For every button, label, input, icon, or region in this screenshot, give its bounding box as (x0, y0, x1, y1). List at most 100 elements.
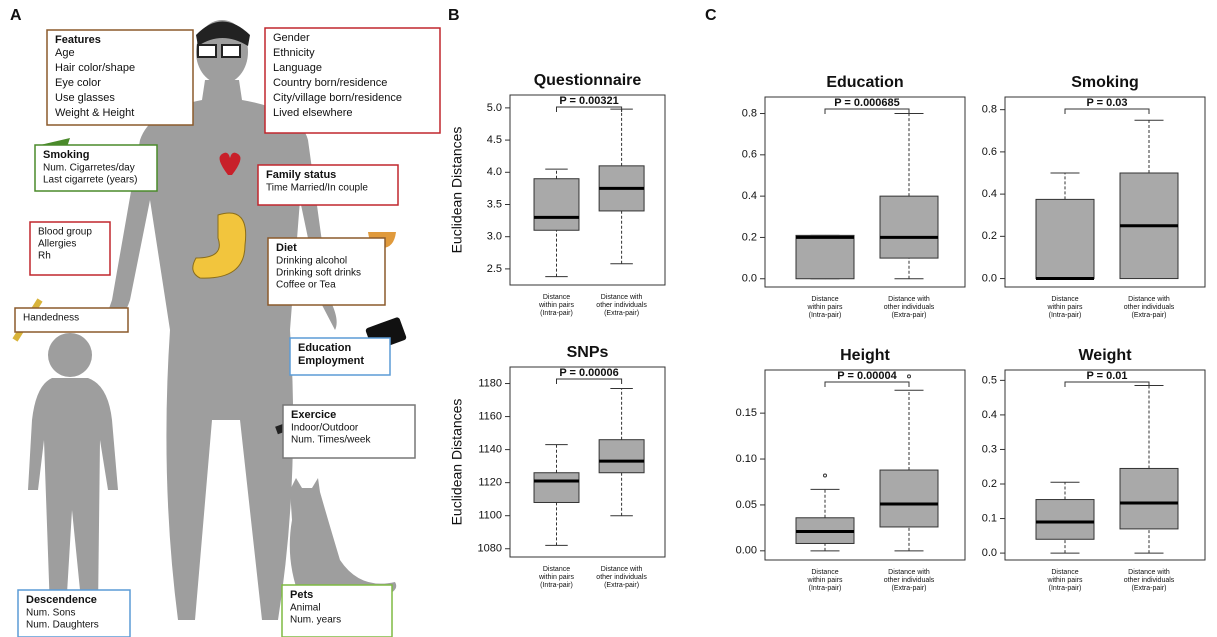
x-tick-label: Distance (543, 566, 570, 573)
info-box-line: Weight & Height (55, 107, 134, 119)
p-value: P = 0.000685 (834, 97, 900, 109)
x-tick-label: within pairs (1046, 304, 1083, 311)
chart-title: Height (840, 347, 890, 364)
x-tick-label: (Intra-pair) (1049, 312, 1082, 319)
x-tick-label: Distance (1051, 296, 1078, 303)
x-tick-label: Distance (811, 296, 838, 303)
info-box-line: Time Married/In couple (266, 183, 368, 194)
x-tick-label: other individuals (884, 577, 935, 584)
info-box (282, 404, 416, 459)
glasses (221, 44, 241, 58)
x-tick-label: other individuals (1124, 577, 1175, 584)
x-tick-label: Distance (811, 569, 838, 576)
x-tick-label: Distance with (888, 296, 930, 303)
info-box-title: Diet (276, 242, 297, 254)
info-box (257, 164, 399, 206)
p-bracket (824, 108, 910, 114)
info-box-line: Drinking alcohol (276, 256, 347, 267)
info-box-line: Age (55, 47, 75, 59)
x-tick-label: within pairs (806, 577, 843, 584)
x-tick-label: (Intra-pair) (540, 310, 573, 317)
info-box-line: Coffee or Tea (276, 280, 336, 291)
box (879, 195, 939, 259)
panel-letter: C (705, 7, 717, 24)
y-tick-label: 3.0 (487, 231, 502, 243)
info-box (17, 589, 131, 637)
y-tick-label: 0.15 (736, 407, 757, 419)
info-box (46, 29, 194, 126)
y-tick-label: 3.5 (487, 198, 502, 210)
info-box-line: Rh (38, 251, 51, 262)
info-box-title: Exercice (291, 409, 336, 421)
p-value: P = 0.03 (1086, 97, 1127, 109)
info-box-title: Descendence (26, 594, 97, 606)
y-tick-label: 0.2 (982, 478, 997, 490)
y-tick-label: 0.2 (982, 230, 997, 242)
y-tick-label: 1100 (478, 510, 502, 522)
x-tick-label: Distance (543, 294, 570, 301)
y-tick-label: 1080 (478, 543, 502, 555)
y-tick-label: 0.8 (742, 107, 757, 119)
x-tick-label: (Intra-pair) (809, 585, 842, 592)
x-tick-label: (Extra-pair) (604, 582, 639, 589)
x-tick-label: within pairs (538, 574, 575, 581)
y-tick-label: 0.0 (982, 272, 997, 284)
info-box-line: Allergies (38, 239, 76, 250)
info-box-title: Features (55, 34, 101, 46)
box (879, 469, 939, 528)
y-tick-label: 0.2 (742, 231, 757, 243)
x-tick-label: (Extra-pair) (891, 585, 926, 592)
chart-title: Weight (1078, 347, 1132, 364)
silhouettes (28, 20, 397, 620)
x-tick-label: within pairs (1046, 577, 1083, 584)
outlier (823, 473, 827, 478)
x-tick-label: (Intra-pair) (809, 312, 842, 319)
stomach (192, 212, 247, 279)
p-bracket (824, 381, 910, 387)
box (1035, 499, 1095, 540)
info-box-title: Education (298, 342, 351, 354)
box (533, 178, 580, 231)
info-box-line: Drinking soft drinks (276, 268, 361, 279)
info-box (264, 27, 441, 134)
x-tick-label: (Intra-pair) (1049, 585, 1082, 592)
info-box-line: Num. Sons (26, 608, 75, 619)
y-tick-label: 5.0 (487, 102, 502, 114)
info-box-line: Country born/residence (273, 77, 387, 89)
y-tick-label: 0.0 (742, 273, 757, 285)
plot-frame (1004, 96, 1206, 288)
x-tick-label: Distance with (1128, 569, 1170, 576)
y-tick-label: 4.5 (487, 134, 502, 146)
info-box-line: Eye color (55, 77, 101, 89)
y-tick-label: 0.4 (742, 190, 757, 202)
x-tick-label: Distance with (601, 566, 643, 573)
info-box-line: Ethnicity (273, 47, 315, 59)
y-tick-label: 0.5 (982, 374, 997, 386)
x-tick-label: other individuals (1124, 304, 1175, 311)
y-axis-label: Euclidean Distances (449, 399, 465, 526)
outlier (907, 374, 911, 379)
y-tick-label: 0.00 (736, 545, 757, 557)
info-box-title: Family status (266, 169, 336, 181)
x-tick-label: Distance with (888, 569, 930, 576)
x-tick-label: (Intra-pair) (540, 582, 573, 589)
info-box-line: Hair color/shape (55, 62, 135, 74)
p-value: P = 0.01 (1086, 370, 1127, 382)
info-box-line: Gender (273, 32, 310, 44)
info-box-title: Smoking (43, 149, 89, 161)
p-value: P = 0.00321 (559, 95, 618, 107)
x-tick-label: Distance (1051, 569, 1078, 576)
y-tick-label: 1160 (478, 410, 502, 422)
y-tick-label: 1120 (478, 477, 502, 489)
x-tick-label: (Extra-pair) (891, 312, 926, 319)
plot-frame (764, 369, 966, 561)
chart-title: Education (826, 74, 903, 91)
y-axis-label: Euclidean Distances (449, 127, 465, 254)
plot-frame (1004, 369, 1206, 561)
info-box-line: Use glasses (55, 92, 115, 104)
p-bracket (1064, 108, 1150, 114)
x-tick-label: Distance with (601, 294, 643, 301)
box (795, 234, 855, 280)
info-box-line: Num. Cigarretes/day (43, 163, 135, 174)
